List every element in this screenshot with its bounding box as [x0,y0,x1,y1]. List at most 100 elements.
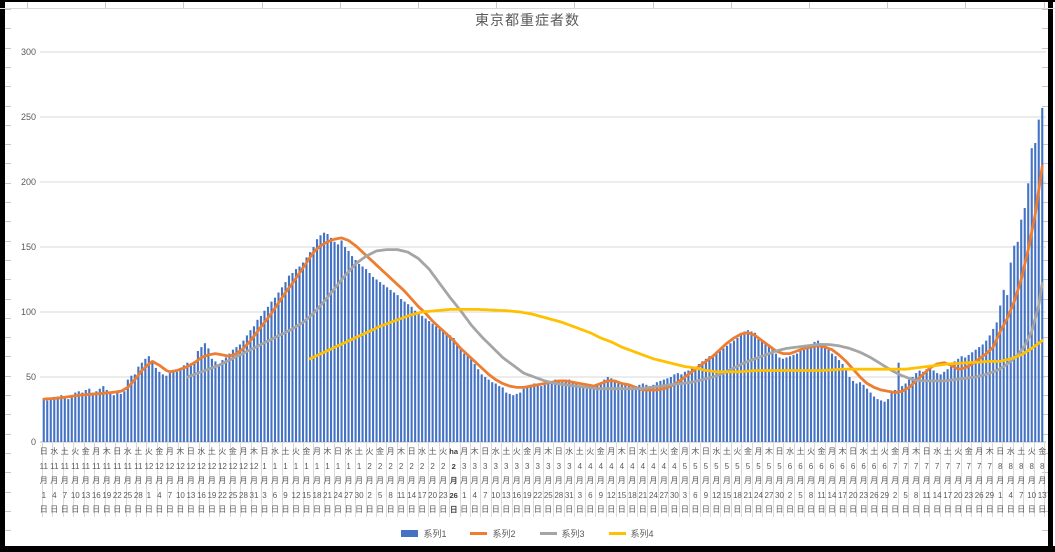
x-axis-tick [1033,443,1035,517]
bar [887,399,890,442]
bar [978,347,981,442]
bar [172,370,175,442]
cell-gridline [5,86,11,88]
y-tick-label: 300 [20,46,36,57]
y-tick-label: 200 [20,176,36,187]
bar [561,382,564,442]
bar [732,340,735,442]
x-tick-label: 木 4 月 15 日 [617,447,627,515]
cell-gridline [1042,105,1048,107]
bar [270,301,273,442]
bar [361,266,364,442]
bar [256,319,259,442]
bar [273,297,277,442]
bar [56,396,59,442]
bar [407,304,410,442]
bar [53,399,56,442]
x-axis-tick [94,443,96,517]
x-tick-label: 土 7 月 17 日 [943,447,953,515]
bar [386,287,389,442]
bar [42,399,45,442]
bar [708,356,711,442]
cell-gridline [574,2,576,8]
bar [613,380,616,442]
x-tick-label: 水 11 月 25 日 [123,447,133,515]
bar [336,244,340,442]
x-axis-tick [449,443,451,517]
x-axis-tick [918,443,920,517]
x-axis-tick [323,443,325,517]
bar [196,351,199,442]
x-tick-label: 木 12 月 31 日 [249,447,259,515]
bar [70,395,73,442]
bar [746,330,750,442]
x-axis-tick [282,443,284,517]
bar [764,343,767,442]
bar [837,360,841,442]
cell-gridline [5,414,11,416]
x-axis-tick [762,443,764,517]
legend-item-series1[interactable]: 系列1 [401,527,446,540]
legend-item-series3[interactable]: 系列3 [539,527,585,540]
bar [140,362,143,442]
legend-item-series4[interactable]: 系列4 [608,527,654,540]
bar [105,390,108,442]
bar [624,384,627,442]
cell-gridline [5,163,11,165]
bar [610,378,613,442]
bar [547,382,550,442]
y-tick-label: 250 [20,111,36,122]
x-axis-tick [741,443,743,517]
x-axis-tick [386,443,388,517]
bar [932,370,935,442]
x-axis-tick [657,443,659,517]
legend-label-series4: 系列4 [630,529,654,539]
bar [1037,119,1040,442]
legend: 系列1 系列2 系列3 系列4 [0,527,1055,540]
bar [564,380,567,442]
bar [326,234,329,442]
x-axis-tick [793,443,795,517]
bar [368,273,371,442]
bar [435,326,438,442]
bar [806,347,809,442]
y-tick-label: 100 [20,306,36,317]
x-axis-tick [344,443,346,517]
x-axis-tick [83,443,85,517]
bar [554,379,557,442]
bar [813,341,816,442]
x-axis-tick [42,443,43,517]
bar [98,388,101,442]
x-tick-label: 金 7 月 23 日 [964,447,974,515]
bar [123,391,126,442]
x-tick-label: 日 6 月 20 日 [848,447,858,515]
cell-gridline [105,2,107,8]
x-axis-tick [584,443,586,517]
bar [683,371,686,442]
cell-gridline [5,375,11,377]
bar [557,380,560,442]
bar [365,269,368,442]
bar [333,241,336,442]
bar [252,326,256,442]
bar [319,235,322,442]
x-axis-tick [167,443,169,517]
x-tick-label: 月 5 月 24 日 [754,447,763,515]
legend-item-series2[interactable]: 系列2 [470,527,516,540]
x-tick-label: 水 5 月 12 日 [711,447,721,515]
x-tick-label: 日 3 月 7 日 [481,447,490,515]
x-axis-tick [1002,443,1004,517]
line-series-系列4 [308,307,1044,374]
bar [967,354,970,442]
cell-gridline [1042,452,1048,454]
bar [491,382,494,442]
x-tick-label: 金 1 月 15 日 [302,447,311,515]
bar [694,366,697,442]
bar [757,338,760,442]
bar [1020,219,1023,442]
x-tick-label: 水 1 月 6 日 [271,447,279,515]
bar [414,310,417,442]
bar [536,384,539,442]
x-tick-label: 水 3 月 31 日 [564,447,574,515]
